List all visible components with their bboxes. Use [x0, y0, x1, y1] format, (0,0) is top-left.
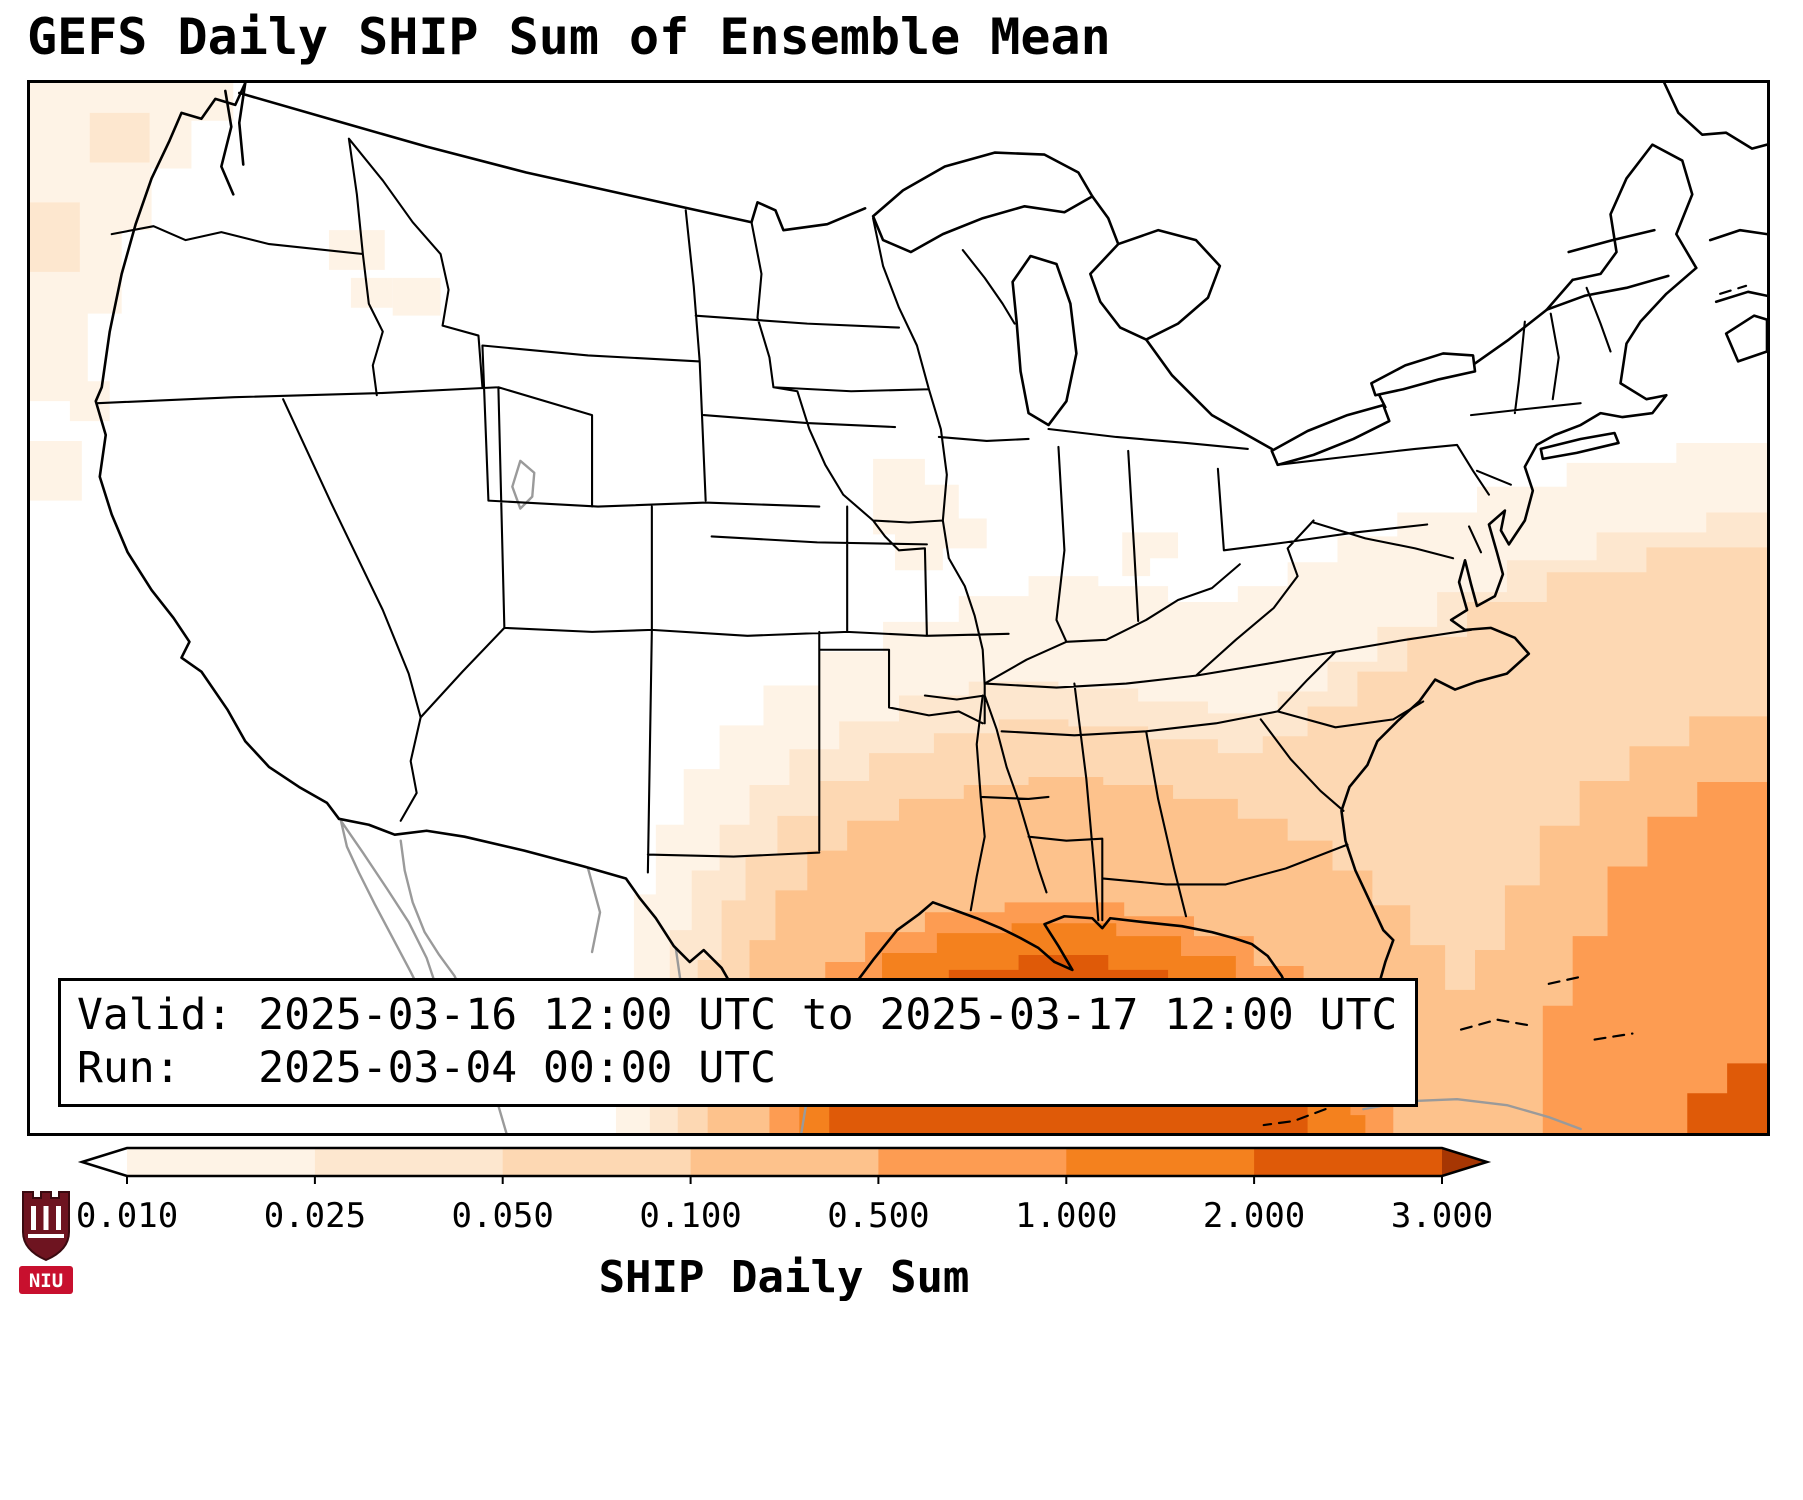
colorbar-segment-3 — [502, 1148, 692, 1176]
run-time-text: Run: 2025-03-04 00:00 UTC — [77, 1042, 776, 1093]
niu-shield-pillars — [28, 1206, 64, 1238]
colorbar-under-arrow — [82, 1148, 127, 1176]
niu-logo: NIU — [19, 1191, 73, 1294]
island-dashed-coastline — [1262, 284, 1748, 1127]
map-canvas — [30, 83, 1767, 1133]
tick-label-4: 0.500 — [827, 1196, 930, 1236]
state-borders — [96, 137, 1612, 922]
colorbar-over-arrow — [1442, 1148, 1487, 1176]
colorbar: 0.010 0.025 0.050 0.100 0.500 1.000 2.00… — [27, 1146, 1770, 1366]
map: Valid: 2025-03-16 12:00 UTC to 2025-03-1… — [27, 80, 1770, 1136]
colorbar-tick-labels: 0.010 0.025 0.050 0.100 0.500 1.000 2.00… — [27, 1196, 1770, 1242]
niu-label-text: NIU — [29, 1270, 63, 1292]
lake-superior — [871, 151, 1094, 254]
colorbar-segment-1 — [127, 1148, 316, 1176]
tick-label-6: 2.000 — [1202, 1196, 1306, 1236]
plot-title: GEFS Daily SHIP Sum of Ensemble Mean — [27, 8, 1111, 66]
tick-label-7: 3.000 — [1390, 1196, 1494, 1236]
lake-erie — [1270, 403, 1391, 467]
niu-label-band — [19, 1266, 73, 1294]
colorbar-tick-marks — [126, 1176, 1443, 1184]
colorbar-bar — [77, 1146, 1492, 1184]
tick-label-5: 1.000 — [1015, 1196, 1118, 1236]
lake-michigan — [1011, 254, 1078, 427]
tick-label-3: 0.100 — [639, 1196, 742, 1236]
colorbar-segment-4 — [690, 1148, 880, 1176]
colorbar-axis-label: SHIP Daily Sum — [598, 1252, 970, 1303]
colorbar-segment-7 — [1254, 1148, 1443, 1176]
colorbar-segment-2 — [314, 1148, 504, 1176]
info-box: Valid: 2025-03-16 12:00 UTC to 2025-03-1… — [58, 978, 1418, 1107]
tick-label-0: 0.010 — [75, 1196, 179, 1236]
colorbar-segment-6 — [1066, 1148, 1256, 1176]
lake-huron — [1089, 228, 1222, 341]
tick-label-1: 0.025 — [263, 1196, 367, 1236]
tick-label-2: 0.050 — [451, 1196, 554, 1236]
canada-border-coastline — [237, 83, 1767, 451]
colorbar-segment-5 — [878, 1148, 1068, 1176]
lake-ontario — [1370, 352, 1477, 397]
great-lakes — [871, 151, 1477, 467]
valid-time-text: Valid: 2025-03-16 12:00 UTC to 2025-03-1… — [77, 990, 1398, 1041]
